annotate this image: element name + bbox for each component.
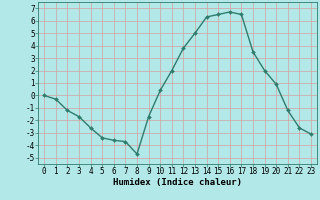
X-axis label: Humidex (Indice chaleur): Humidex (Indice chaleur) xyxy=(113,178,242,187)
